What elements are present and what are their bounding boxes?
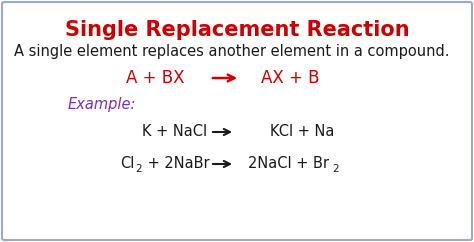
Text: 2: 2 [332, 164, 338, 174]
Text: + 2NaBr: + 2NaBr [143, 157, 210, 172]
Text: Example:: Example: [68, 97, 137, 112]
Text: A single element replaces another element in a compound.: A single element replaces another elemen… [14, 44, 449, 59]
FancyBboxPatch shape [2, 2, 472, 240]
Text: 2: 2 [135, 164, 142, 174]
Text: Single Replacement Reaction: Single Replacement Reaction [64, 20, 410, 40]
Text: Cl: Cl [120, 157, 134, 172]
Text: A + BX: A + BX [126, 69, 184, 87]
Text: AX + B: AX + B [261, 69, 319, 87]
Text: KCl + Na: KCl + Na [270, 124, 334, 139]
Text: K + NaCl: K + NaCl [143, 124, 208, 139]
Text: 2NaCl + Br: 2NaCl + Br [248, 157, 329, 172]
